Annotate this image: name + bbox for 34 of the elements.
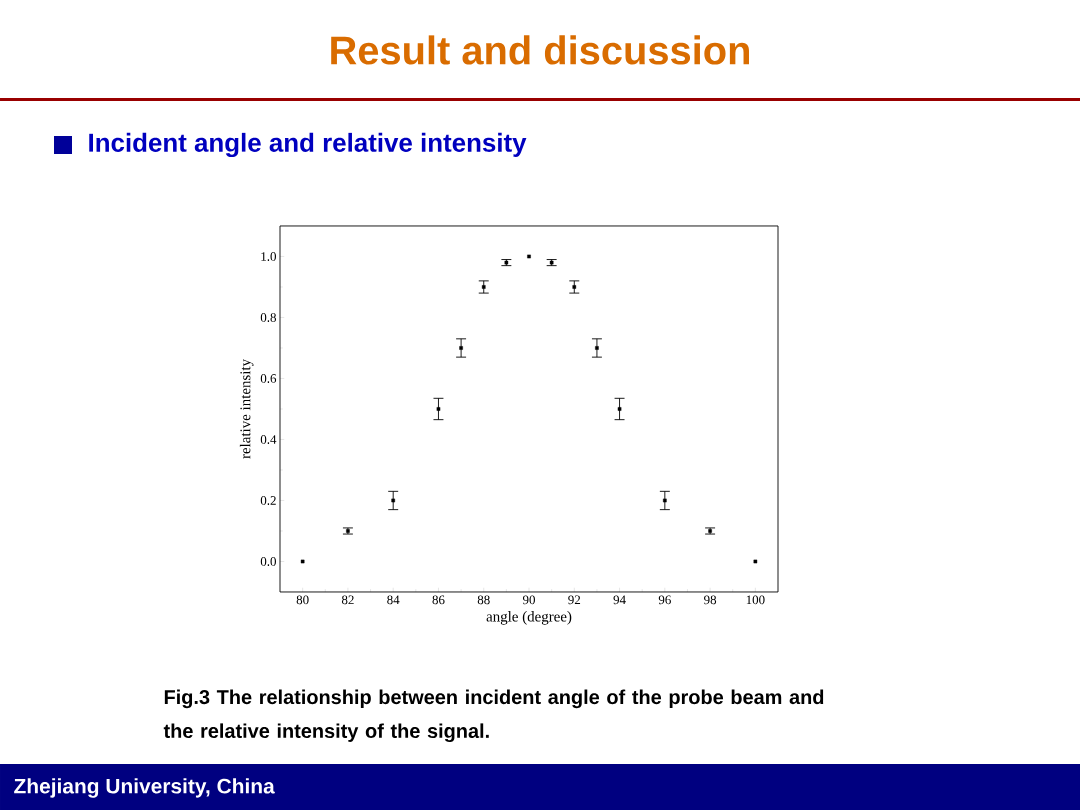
point xyxy=(753,559,758,564)
y-tick-label: 0.0 xyxy=(260,557,276,566)
point xyxy=(481,285,486,289)
x-tick-label: 92 xyxy=(568,595,581,605)
x-tick-label: 94 xyxy=(613,595,626,605)
y-axis-title: relative intensity xyxy=(239,359,254,459)
y-tick-label: 0.8 xyxy=(260,313,276,322)
chart-title: Result and discussion xyxy=(331,35,749,65)
y-tick-label: 1.0 xyxy=(261,252,276,261)
y-tick-label: 0.6 xyxy=(260,374,277,383)
x-tick-label: 84 xyxy=(387,595,400,605)
point xyxy=(663,498,667,503)
x-tick-label: 90 xyxy=(522,595,535,605)
x-tick-label: 82 xyxy=(341,595,354,605)
x-tick-label: 98 xyxy=(704,595,717,605)
y-tick-label: 0.2 xyxy=(260,496,276,505)
chart-subtitle: Incident angle and relative intensity xyxy=(89,132,527,158)
caption: Fig.3 The relationship between incident angle of the probe beam and the relative intensity of the signal. xyxy=(163,689,824,743)
x-tick-label: 96 xyxy=(658,595,671,605)
point xyxy=(617,407,622,411)
point xyxy=(595,346,599,350)
point xyxy=(459,346,463,350)
point xyxy=(391,498,395,503)
x-tick-label: 100 xyxy=(746,595,765,605)
point xyxy=(527,254,531,259)
x-tick-label: 80 xyxy=(296,595,309,605)
point xyxy=(436,407,441,411)
point xyxy=(572,285,577,289)
x-tick-label: 88 xyxy=(477,595,490,605)
y-tick-label: 0.4 xyxy=(260,435,277,444)
x-tick-label: 86 xyxy=(432,595,445,605)
point xyxy=(300,559,305,564)
text: Zhejiang University, China xyxy=(14,778,275,798)
x-axis-title: angle (degree) xyxy=(486,611,572,625)
